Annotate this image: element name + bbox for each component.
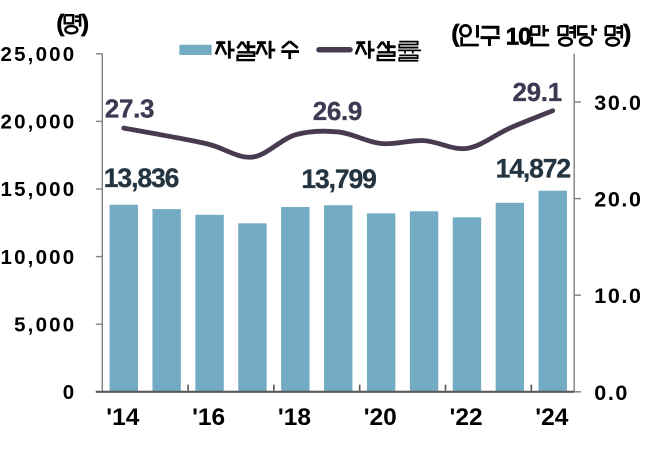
svg-text:13,836: 13,836 (104, 163, 179, 193)
svg-text:): ) (81, 10, 89, 36)
svg-text:14,872: 14,872 (496, 153, 571, 183)
svg-text:(: ( (57, 10, 65, 36)
svg-text:'18: '18 (278, 404, 311, 431)
svg-text:): ) (623, 20, 631, 47)
svg-text:30.0: 30.0 (594, 91, 642, 115)
svg-text:20.0: 20.0 (594, 188, 642, 212)
svg-text:29.1: 29.1 (512, 77, 561, 107)
svg-text:10: 10 (506, 23, 531, 50)
svg-text:(: ( (451, 20, 459, 47)
svg-text:20,000: 20,000 (0, 111, 76, 134)
svg-text:'24: '24 (535, 404, 568, 431)
svg-text:'14: '14 (106, 404, 139, 431)
svg-text:10.0: 10.0 (594, 284, 642, 308)
svg-text:10,000: 10,000 (0, 246, 76, 269)
svg-text:25,000: 25,000 (0, 43, 76, 66)
svg-text:'22: '22 (450, 404, 483, 431)
svg-text:27.3: 27.3 (105, 93, 154, 123)
svg-text:13,799: 13,799 (301, 164, 376, 194)
svg-text:26.9: 26.9 (313, 96, 362, 126)
svg-text:'16: '16 (192, 404, 225, 431)
svg-text:0: 0 (63, 381, 77, 404)
svg-text:15,000: 15,000 (0, 178, 76, 201)
svg-text:0.0: 0.0 (594, 381, 629, 405)
svg-text:'20: '20 (364, 404, 397, 431)
svg-text:5,000: 5,000 (14, 313, 76, 336)
